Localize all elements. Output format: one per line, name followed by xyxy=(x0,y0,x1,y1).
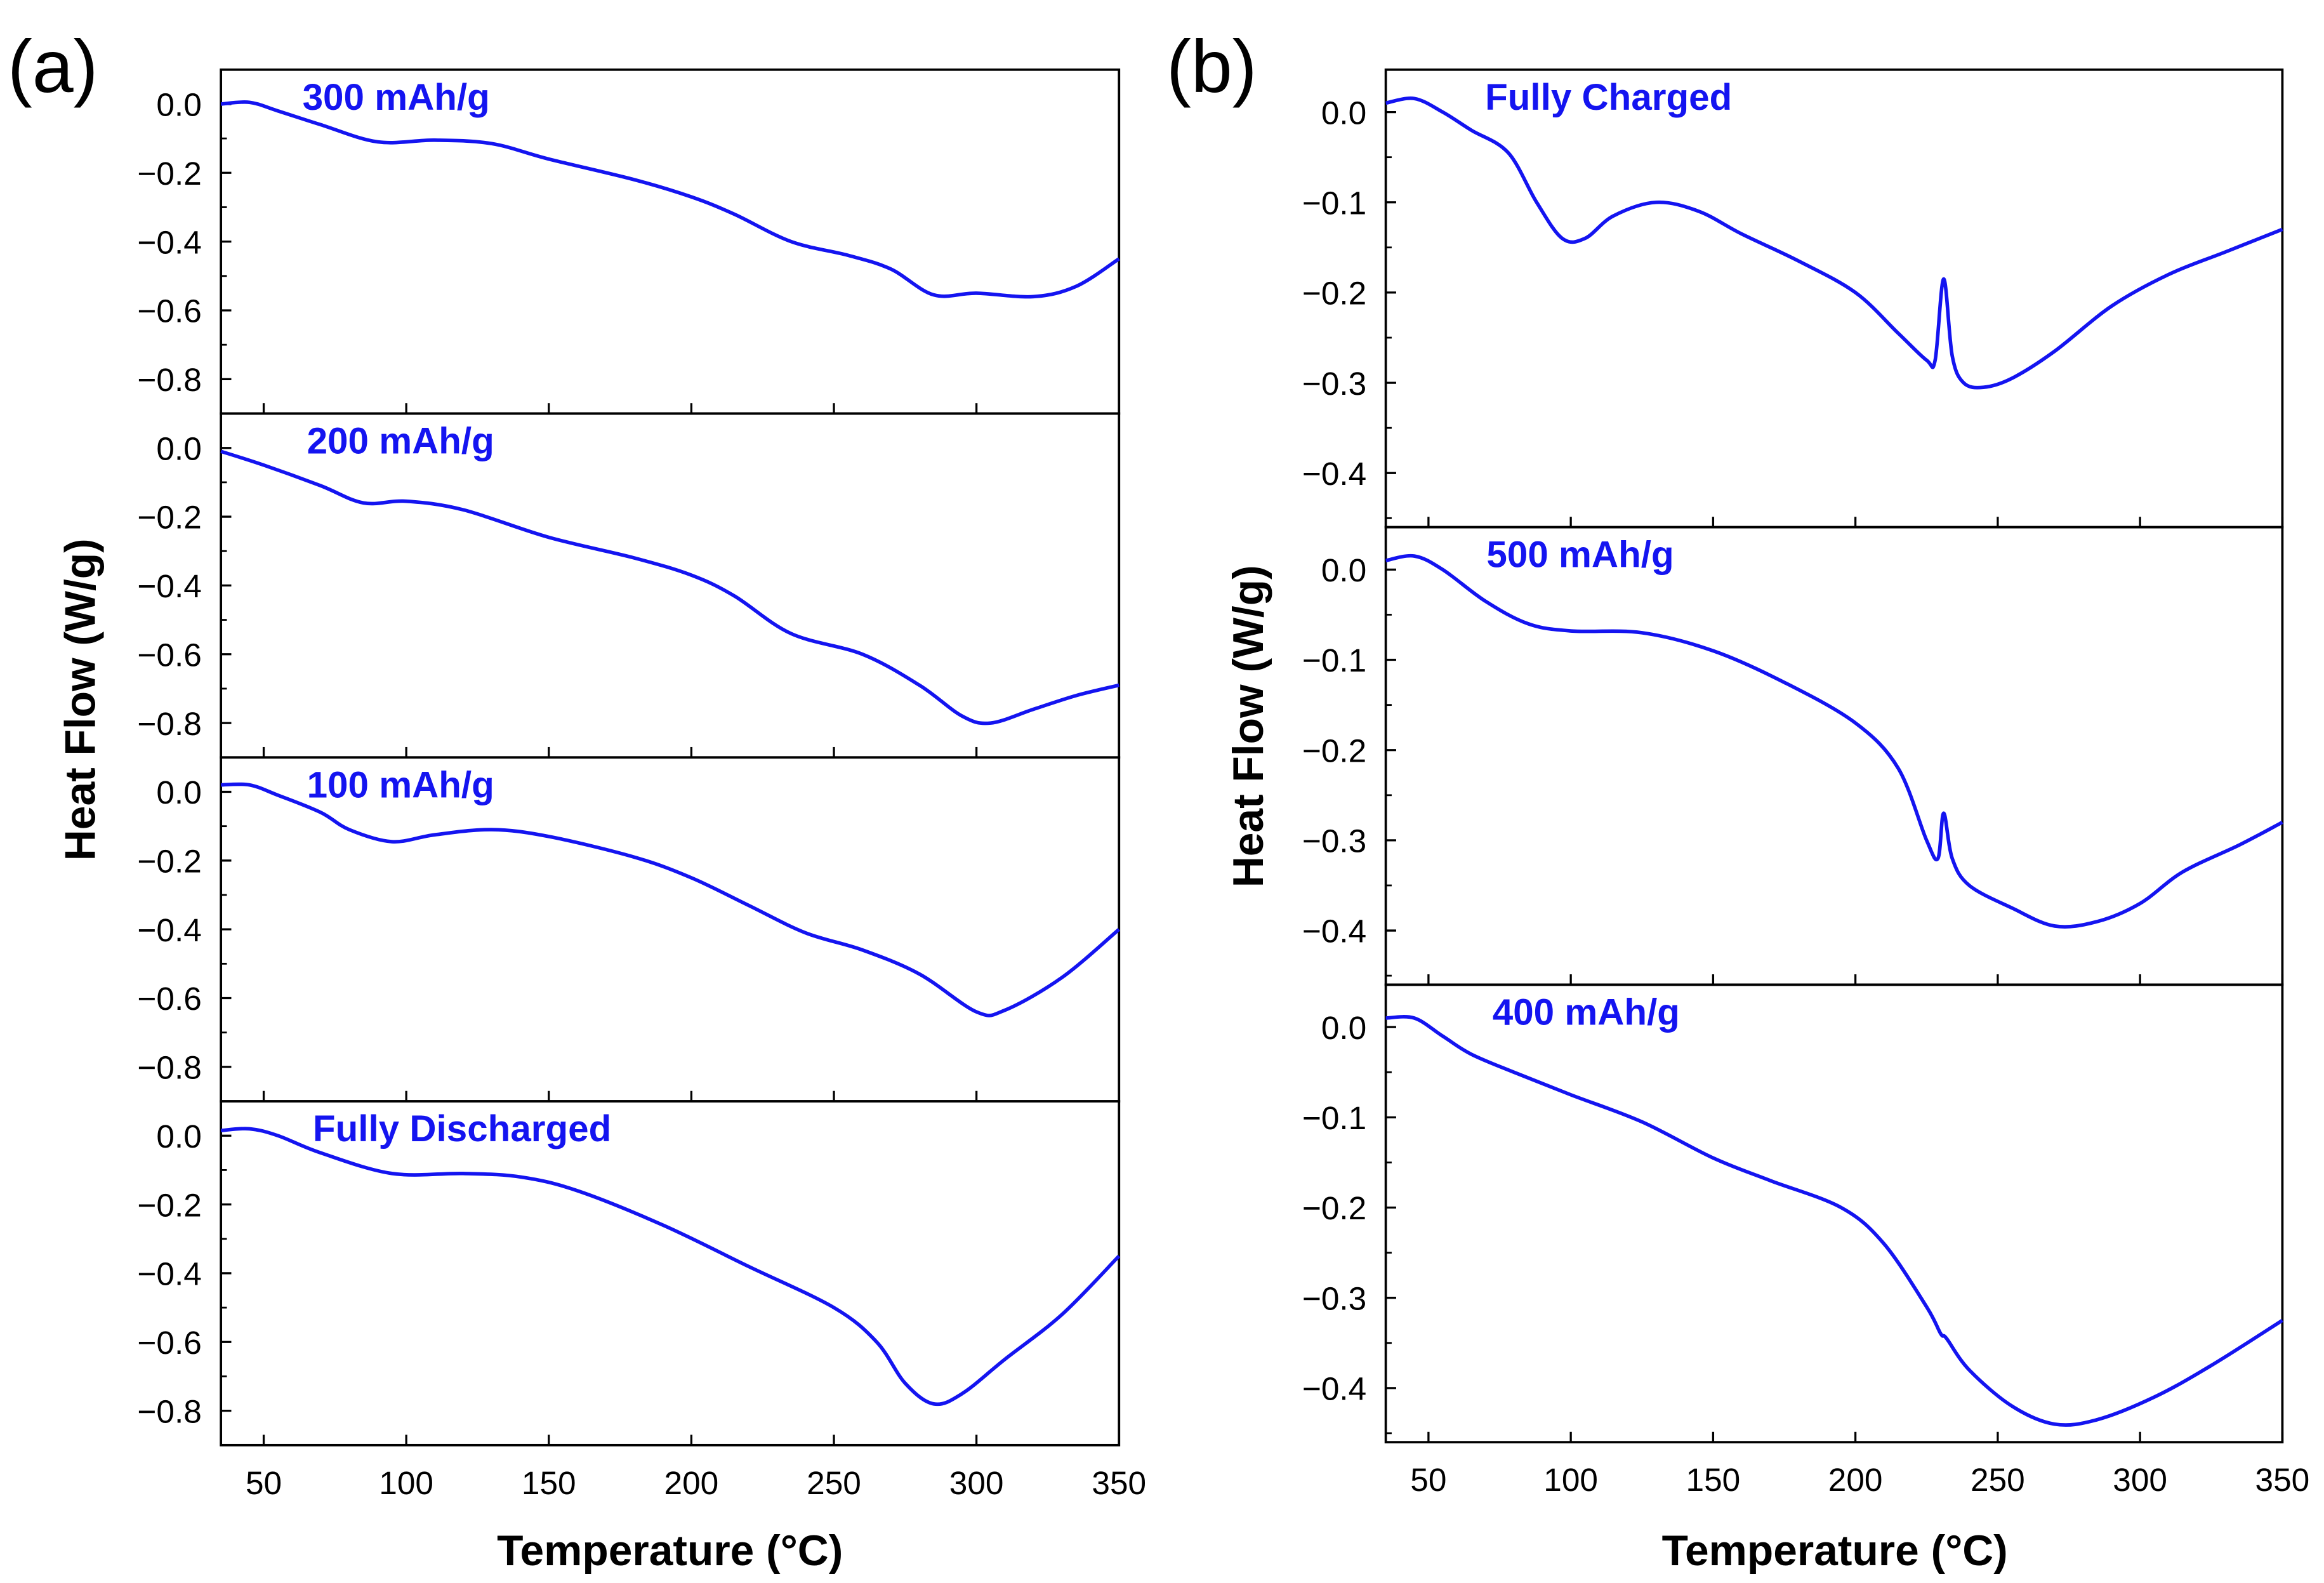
panel-0-subplot-2-frame xyxy=(220,756,1121,1103)
series-line-fully-discharged xyxy=(220,1127,1121,1407)
panel-0-subplot-3-frame xyxy=(220,1100,1121,1447)
y-tick-label: 0.0 xyxy=(1321,1009,1366,1046)
panel-1-subplot-1-frame xyxy=(1384,526,2284,986)
x-tick-label: 50 xyxy=(246,1464,282,1501)
y-tick-label: 0.0 xyxy=(1321,552,1366,588)
y-tick-label: −0.4 xyxy=(1302,1370,1366,1407)
panel-a-y-axis-title: Heat Flow (W/g) xyxy=(57,538,105,861)
panel-b-x-axis-title: Temperature (°C) xyxy=(1662,1527,2008,1575)
y-tick-label: −0.6 xyxy=(137,1324,201,1361)
x-tick-label: 200 xyxy=(664,1464,719,1501)
series-label: 300 mAh/g xyxy=(303,77,490,118)
y-tick-label: −0.1 xyxy=(1302,1099,1366,1136)
y-tick-label: −0.3 xyxy=(1302,365,1366,402)
series-line-200-mah-g xyxy=(220,449,1119,725)
x-tick-label: 350 xyxy=(1092,1464,1146,1501)
x-tick-label: 150 xyxy=(1686,1461,1741,1498)
y-tick-label: −0.3 xyxy=(1302,1280,1366,1316)
y-tick-label: 0.0 xyxy=(156,1118,201,1155)
x-tick-label: 300 xyxy=(2113,1461,2167,1498)
y-tick-label: −0.8 xyxy=(137,1049,201,1086)
y-tick-label: −0.2 xyxy=(1302,732,1366,769)
y-tick-label: −0.4 xyxy=(137,223,201,260)
y-tick-label: −0.4 xyxy=(137,1255,201,1292)
panel-0-subplot-1-frame xyxy=(220,412,1121,759)
y-tick-label: −0.4 xyxy=(137,567,201,604)
y-tick-label: −0.2 xyxy=(137,155,201,192)
x-tick-label: 150 xyxy=(522,1464,576,1501)
y-tick-label: −0.8 xyxy=(137,1393,201,1429)
series-line-100-mah-g xyxy=(221,782,1121,1017)
x-tick-label: 200 xyxy=(1828,1461,1883,1498)
series-label: Fully Charged xyxy=(1485,77,1732,118)
x-tick-label: 100 xyxy=(1543,1461,1598,1498)
x-tick-label: 350 xyxy=(2255,1461,2310,1498)
y-tick-label: −0.2 xyxy=(137,499,201,536)
y-tick-label: 0.0 xyxy=(156,86,201,123)
y-tick-label: −0.6 xyxy=(137,293,201,329)
y-tick-label: −0.2 xyxy=(137,843,201,880)
y-tick-label: −0.1 xyxy=(1302,184,1366,221)
y-tick-label: −0.1 xyxy=(1302,642,1366,679)
panel-b-label: (b) xyxy=(1166,25,1257,108)
series-line-fully-charged xyxy=(1385,96,2283,390)
series-line-400-mah-g xyxy=(1385,1015,2283,1427)
y-tick-label: 0.0 xyxy=(156,774,201,811)
series-label: Fully Discharged xyxy=(313,1108,611,1149)
y-tick-label: −0.8 xyxy=(137,361,201,398)
y-tick-label: −0.6 xyxy=(137,980,201,1017)
panel-b-y-axis-title: Heat Flow (W/g) xyxy=(1225,565,1272,887)
panel-1-subplot-2-frame xyxy=(1384,983,2284,1444)
x-tick-label: 50 xyxy=(1410,1461,1446,1498)
x-tick-label: 100 xyxy=(379,1464,433,1501)
panel-1-subplot-0-frame xyxy=(1384,68,2284,529)
series-line-500-mah-g xyxy=(1385,553,2283,929)
series-label: 200 mAh/g xyxy=(307,421,494,462)
panel-a-x-axis-title: Temperature (°C) xyxy=(497,1527,843,1575)
y-tick-label: 0.0 xyxy=(1321,94,1366,131)
y-tick-label: −0.4 xyxy=(137,911,201,948)
x-tick-label: 300 xyxy=(949,1464,1004,1501)
y-tick-label: −0.8 xyxy=(137,705,201,742)
y-tick-label: −0.6 xyxy=(137,636,201,673)
x-tick-label: 250 xyxy=(807,1464,861,1501)
plot-area: 0.0 −0.2 −0.4 −0.6 −0.8 300 mAh/g 0.0 −0.2 −0.4 −… xyxy=(137,68,2310,1501)
x-tick-label: 250 xyxy=(1971,1461,2025,1498)
y-tick-label: −0.4 xyxy=(1302,455,1366,492)
y-tick-label: 0.0 xyxy=(156,430,201,467)
panel-0-subplot-0-frame xyxy=(220,68,1121,415)
series-label: 400 mAh/g xyxy=(1493,991,1680,1033)
y-tick-label: −0.4 xyxy=(1302,913,1366,950)
y-tick-label: −0.2 xyxy=(1302,1189,1366,1226)
series-label: 100 mAh/g xyxy=(307,764,494,805)
y-tick-label: −0.3 xyxy=(1302,823,1366,859)
y-tick-label: −0.2 xyxy=(1302,275,1366,312)
panel-a-label: (a) xyxy=(8,25,98,108)
series-line-300-mah-g xyxy=(220,100,1120,299)
series-label: 500 mAh/g xyxy=(1486,534,1674,576)
y-tick-label: −0.2 xyxy=(137,1186,201,1223)
